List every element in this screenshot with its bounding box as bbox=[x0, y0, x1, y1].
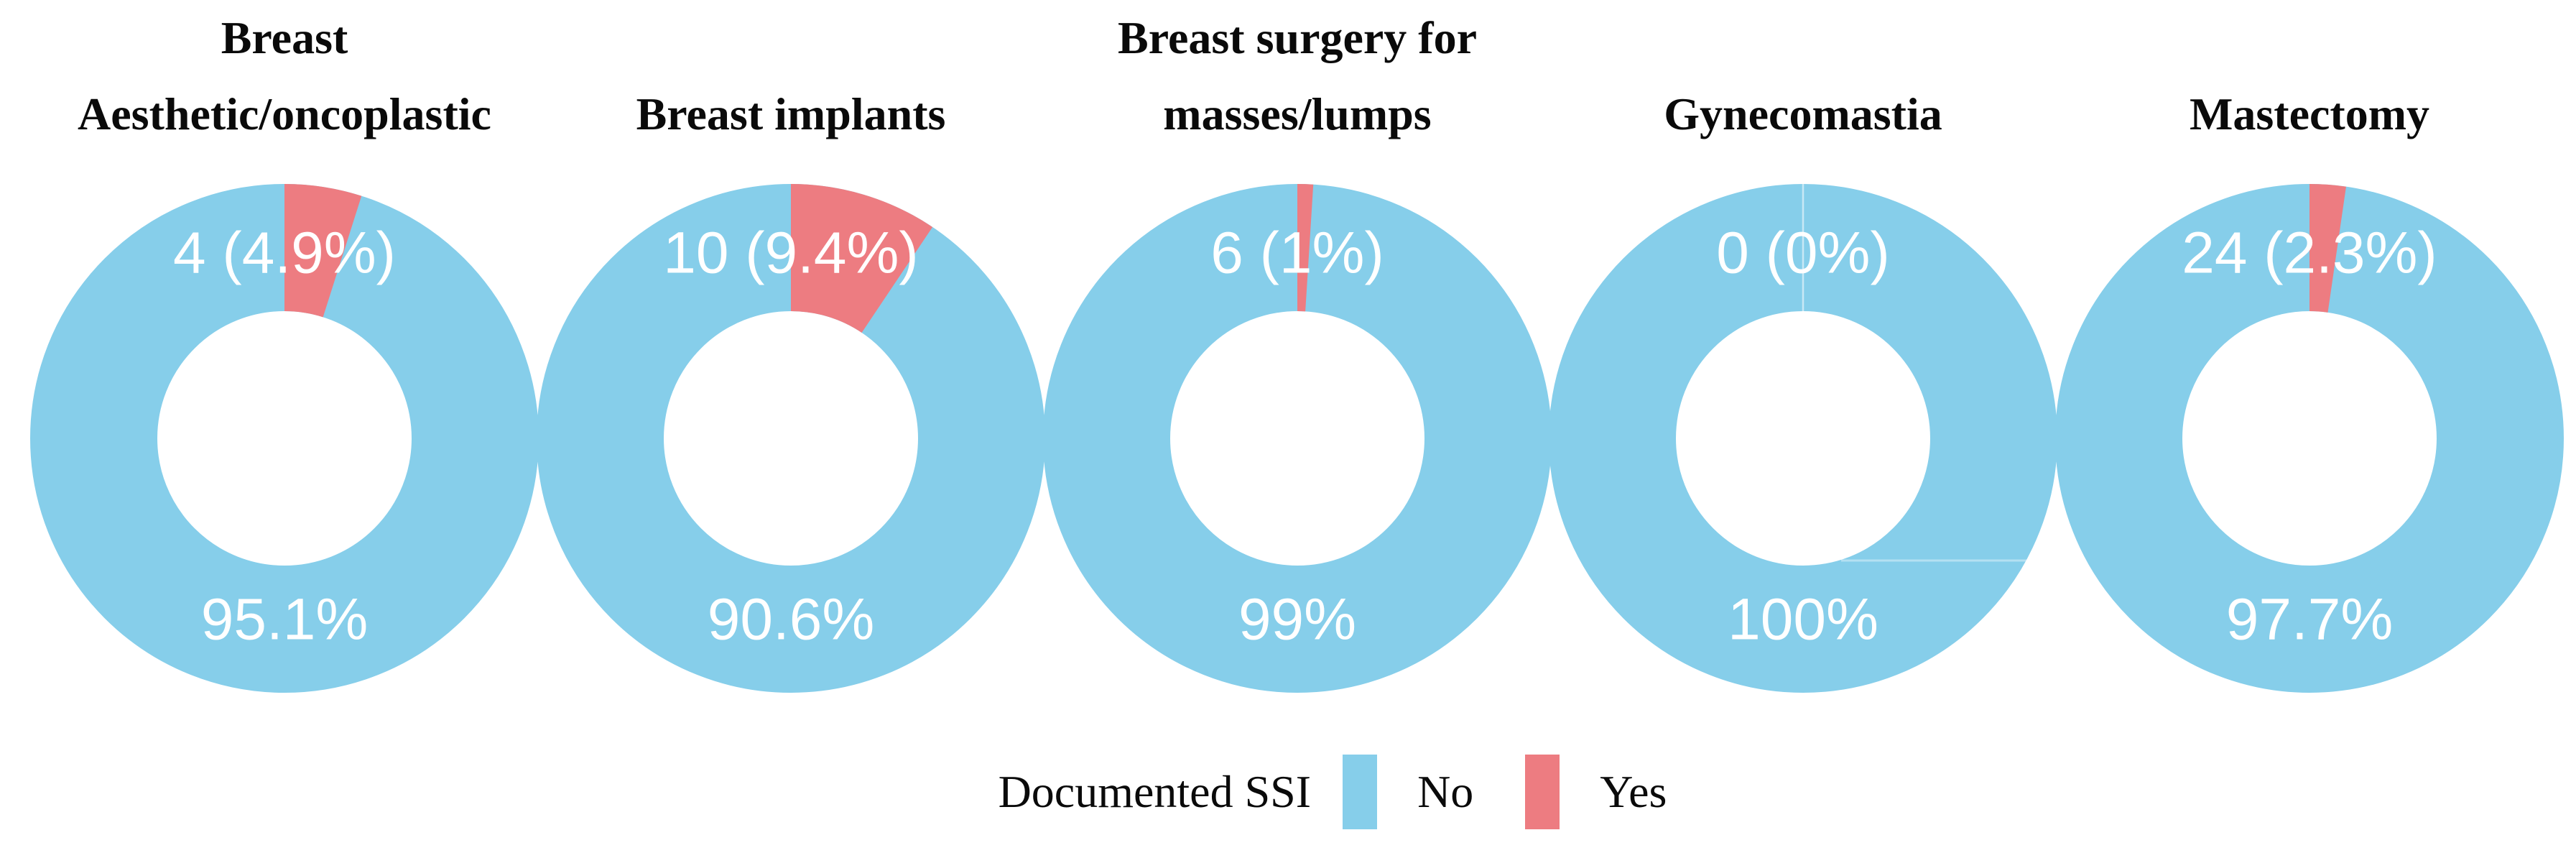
donut-count-label: 24 (2.3%) bbox=[2182, 221, 2437, 286]
chart-title: Breast surgery for masses/lumps bbox=[1042, 0, 1553, 152]
donut-chart: 6 (1%) 99% bbox=[1043, 184, 1552, 693]
chart-title-line: Aesthetic/oncoplastic bbox=[78, 88, 491, 139]
donut-percent-label: 90.6% bbox=[708, 587, 875, 653]
donut-chart: 0 (0%) 100% bbox=[1549, 184, 2057, 693]
donut-slice-yes bbox=[791, 184, 933, 333]
donut-chart: 10 (9.4%) 90.6% bbox=[537, 184, 1045, 693]
chart-title-line: Gynecomastia bbox=[1664, 88, 1942, 139]
chart-group-mastectomy: Mastectomy 24 (2.3%) 97.7% bbox=[2054, 0, 2565, 704]
legend-yes-label: Yes bbox=[1600, 766, 1667, 817]
donut-count-label: 4 (4.9%) bbox=[173, 221, 396, 286]
donut-chart: 4 (4.9%) 95.1% bbox=[30, 184, 539, 693]
legend-title: Documented SSI bbox=[998, 766, 1312, 817]
donut-percent-label: 95.1% bbox=[201, 587, 369, 653]
chart-title-line: Breast bbox=[221, 12, 348, 63]
chart-group-masses-lumps: Breast surgery for masses/lumps 6 (1%) 99% bbox=[1042, 0, 1553, 704]
donut-count-label: 6 (1%) bbox=[1210, 221, 1384, 286]
chart-group-gynecomastia: Gynecomastia 0 (0%) 100% bbox=[1547, 0, 2059, 704]
donut-percent-label: 99% bbox=[1238, 587, 1356, 653]
chart-group-breast-implants: Breast implants 10 (9.4%) 90.6% bbox=[535, 0, 1047, 704]
chart-title-line: Breast surgery for bbox=[1118, 12, 1477, 63]
chart-title: Mastectomy bbox=[2054, 0, 2565, 152]
legend-yes-swatch bbox=[1525, 755, 1560, 829]
chart-title: Breast implants bbox=[535, 0, 1047, 152]
legend: Documented SSI No Yes bbox=[45, 747, 2576, 836]
donut-chart: 24 (2.3%) 97.7% bbox=[2055, 184, 2564, 693]
donut-count-label: 0 (0%) bbox=[1716, 221, 1890, 286]
chart-title-line: masses/lumps bbox=[1163, 88, 1432, 139]
chart-title-line: Mastectomy bbox=[2189, 88, 2430, 139]
donut-percent-label: 97.7% bbox=[2226, 587, 2394, 653]
donut-percent-label: 100% bbox=[1728, 587, 1878, 653]
donut-slice-yes bbox=[1297, 184, 1314, 312]
chart-group-aesthetic-oncoplastic: Breast Aesthetic/oncoplastic 4 (4.9%) 95.1% bbox=[29, 0, 540, 704]
chart-title: Gynecomastia bbox=[1547, 0, 2059, 152]
chart-title-line: Breast implants bbox=[636, 88, 946, 139]
chart-title: Breast Aesthetic/oncoplastic bbox=[29, 0, 540, 152]
donut-count-label: 10 (9.4%) bbox=[663, 221, 919, 286]
donut-slice-yes bbox=[2309, 184, 2346, 313]
legend-no-label: No bbox=[1417, 766, 1474, 817]
donut-slice-yes bbox=[284, 184, 362, 318]
legend-no-swatch bbox=[1343, 755, 1378, 829]
